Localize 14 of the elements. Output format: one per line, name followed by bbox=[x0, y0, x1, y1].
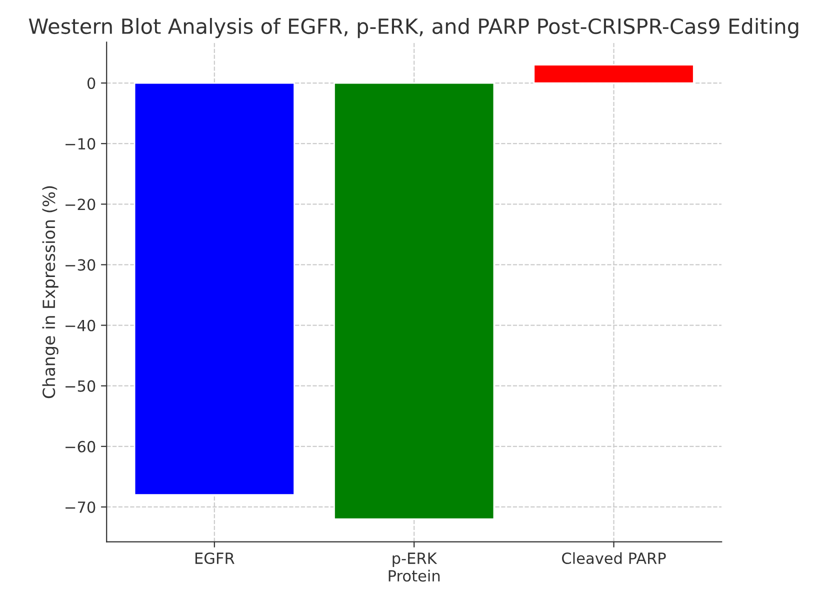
x-tick-label: Cleaved PARP bbox=[562, 552, 666, 564]
y-tick-label: −70 bbox=[66, 501, 96, 513]
y-axis-title: Change in Expression (%) bbox=[42, 186, 58, 398]
x-tick-label: p-ERK bbox=[392, 552, 438, 568]
y-tick-label: −10 bbox=[66, 138, 96, 150]
x-tick-label: EGFR bbox=[195, 552, 234, 564]
x-axis-title: Protein bbox=[388, 570, 440, 582]
y-tick-label: 0 bbox=[87, 77, 96, 90]
y-tick-label: −40 bbox=[66, 320, 96, 332]
y-tick-label: −30 bbox=[66, 259, 96, 271]
y-tick-label: −20 bbox=[66, 198, 96, 210]
chart-title: Western Blot Analysis of EGFR, p-ERK, and PARP Post-CRISPR-Cas9 Editing bbox=[28, 18, 798, 38]
y-tick-label: −60 bbox=[66, 440, 96, 452]
y-tick-label: −50 bbox=[66, 380, 96, 392]
